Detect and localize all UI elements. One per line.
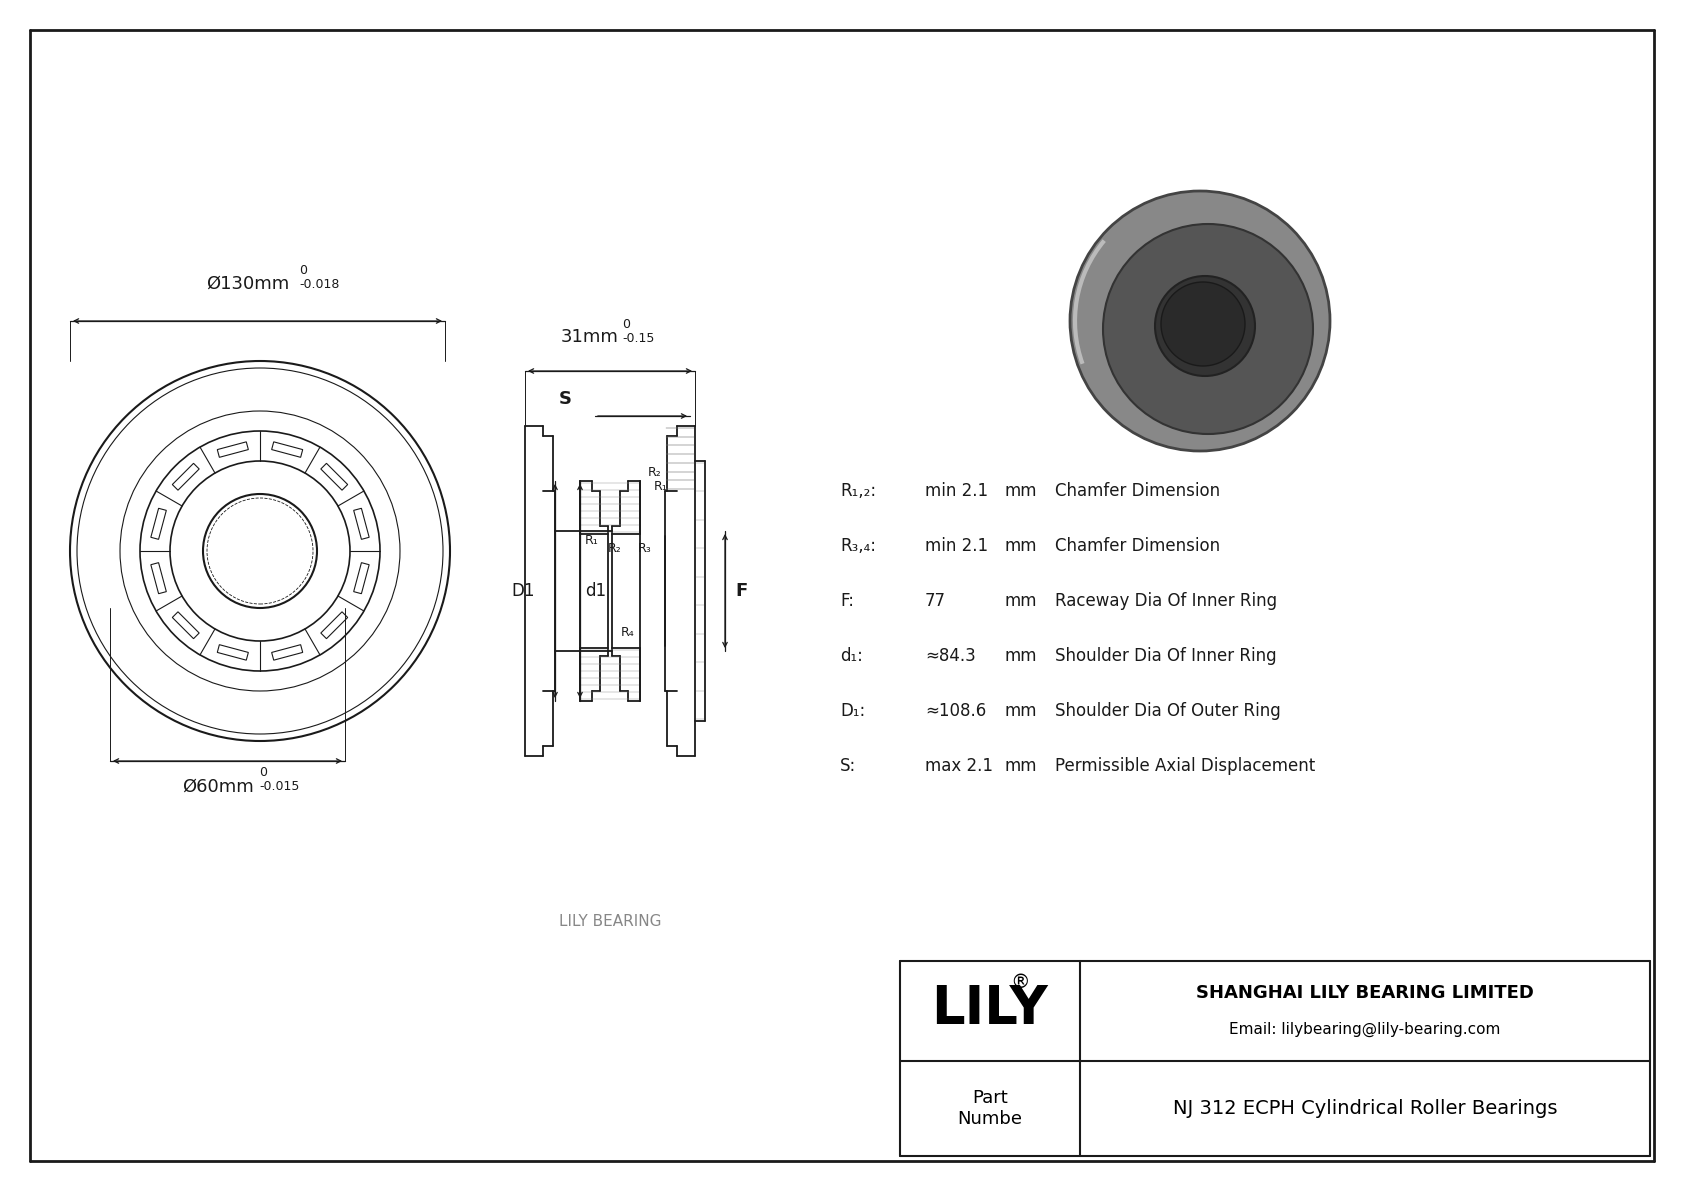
Bar (271, 644, 303, 660)
Circle shape (1155, 276, 1255, 376)
Text: R₂: R₂ (648, 467, 662, 480)
Bar (172, 612, 199, 638)
Text: R₁,₂:: R₁,₂: (840, 482, 876, 500)
Text: Chamfer Dimension: Chamfer Dimension (1054, 537, 1221, 555)
Circle shape (1160, 282, 1244, 366)
Circle shape (1103, 224, 1314, 434)
Bar (217, 644, 248, 660)
Text: -0.018: -0.018 (300, 278, 340, 291)
Text: D₁:: D₁: (840, 701, 866, 721)
Text: 0: 0 (259, 766, 268, 779)
Text: 31mm: 31mm (561, 328, 620, 347)
Text: min 2.1: min 2.1 (925, 482, 989, 500)
Bar (354, 509, 369, 540)
Text: mm: mm (1005, 592, 1037, 610)
Text: R₁: R₁ (653, 480, 669, 493)
Text: R₄: R₄ (621, 626, 635, 640)
Text: 0: 0 (621, 318, 630, 331)
Circle shape (1069, 191, 1330, 451)
Bar (271, 442, 303, 457)
Text: LILY BEARING: LILY BEARING (559, 913, 662, 929)
Text: D1: D1 (512, 582, 536, 600)
Text: F: F (734, 582, 748, 600)
Text: S: S (559, 389, 571, 409)
Text: ≈84.3: ≈84.3 (925, 647, 975, 665)
Text: R₃,₄:: R₃,₄: (840, 537, 876, 555)
Text: Permissible Axial Displacement: Permissible Axial Displacement (1054, 757, 1315, 775)
Bar (354, 562, 369, 593)
Text: 0: 0 (300, 264, 308, 278)
Text: Shoulder Dia Of Inner Ring: Shoulder Dia Of Inner Ring (1054, 647, 1276, 665)
Text: Ø60mm: Ø60mm (182, 778, 253, 796)
Text: Part
Numbe: Part Numbe (958, 1089, 1022, 1128)
Text: mm: mm (1005, 701, 1037, 721)
Text: NJ 312 ECPH Cylindrical Roller Bearings: NJ 312 ECPH Cylindrical Roller Bearings (1172, 1099, 1558, 1118)
Text: Chamfer Dimension: Chamfer Dimension (1054, 482, 1221, 500)
Text: min 2.1: min 2.1 (925, 537, 989, 555)
Text: max 2.1: max 2.1 (925, 757, 994, 775)
Text: S:: S: (840, 757, 855, 775)
Text: -0.015: -0.015 (259, 780, 300, 793)
Text: mm: mm (1005, 647, 1037, 665)
Text: Raceway Dia Of Inner Ring: Raceway Dia Of Inner Ring (1054, 592, 1276, 610)
Bar (322, 612, 347, 638)
Bar (322, 463, 347, 491)
Bar (172, 463, 199, 491)
Text: mm: mm (1005, 482, 1037, 500)
Text: d1: d1 (584, 582, 606, 600)
Text: mm: mm (1005, 757, 1037, 775)
Text: Email: lilybearing@lily-bearing.com: Email: lilybearing@lily-bearing.com (1229, 1022, 1500, 1036)
Text: Ø130mm: Ø130mm (205, 275, 290, 293)
Bar (152, 509, 167, 540)
Text: ≈108.6: ≈108.6 (925, 701, 987, 721)
Text: ®: ® (1010, 973, 1031, 992)
Text: mm: mm (1005, 537, 1037, 555)
Text: Shoulder Dia Of Outer Ring: Shoulder Dia Of Outer Ring (1054, 701, 1282, 721)
Text: 77: 77 (925, 592, 946, 610)
Text: d₁:: d₁: (840, 647, 862, 665)
Text: -0.15: -0.15 (621, 332, 655, 345)
Text: SHANGHAI LILY BEARING LIMITED: SHANGHAI LILY BEARING LIMITED (1196, 984, 1534, 1002)
Bar (217, 442, 248, 457)
Text: R₃: R₃ (638, 542, 652, 555)
Bar (152, 562, 167, 593)
Text: R₂: R₂ (608, 542, 621, 555)
Text: LILY: LILY (931, 983, 1049, 1035)
Text: F:: F: (840, 592, 854, 610)
Text: R₁: R₁ (584, 535, 600, 548)
